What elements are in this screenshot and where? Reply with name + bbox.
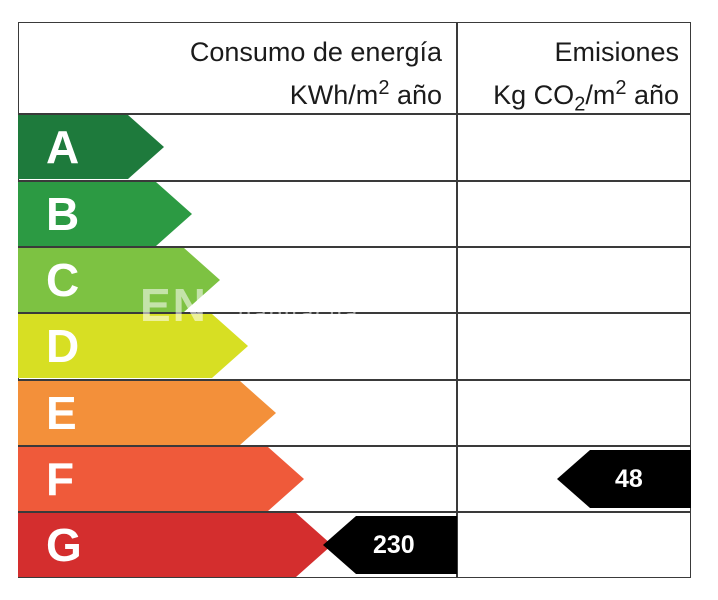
emissions-header-title: Emisiones	[554, 37, 679, 67]
emissions-value: 48	[615, 465, 643, 493]
energy-marker-arrow	[323, 516, 457, 574]
rating-letter-d: D	[46, 320, 80, 372]
rating-letter-a: A	[46, 121, 80, 173]
emissions-marker-arrow	[557, 450, 691, 508]
energy-header-unit: KWh/m2 año	[289, 77, 442, 110]
row-divider	[18, 379, 691, 381]
rating-bar-a: A	[18, 115, 164, 179]
energy-value: 230	[373, 531, 415, 559]
rating-letter-b: B	[46, 188, 80, 240]
rating-bar-f: F	[18, 447, 304, 511]
rating-bar-c: C	[18, 248, 220, 312]
rating-bar-g: G	[18, 513, 332, 577]
row-divider	[18, 511, 691, 513]
rating-letter-g: G	[46, 519, 82, 571]
emissions-header: Emisiones Kg CO2/m2 año	[462, 34, 679, 122]
rating-letter-f: F	[46, 453, 75, 505]
emissions-value-marker: 48	[557, 450, 691, 513]
row-divider	[18, 180, 691, 182]
rating-bar-b: B	[18, 182, 192, 246]
energy-header-title: Consumo de energía	[189, 37, 442, 67]
column-divider	[456, 22, 458, 578]
row-divider	[18, 312, 691, 314]
rating-letter-e: E	[46, 387, 77, 439]
rating-bar-e: E	[18, 381, 276, 445]
header-divider	[18, 113, 691, 115]
watermark: EN habitaclia	[140, 279, 360, 331]
energy-header: Consumo de energía KWh/m2 año	[150, 34, 442, 113]
rating-bar-d: D	[18, 314, 248, 378]
emissions-header-unit: Kg CO2/m2 año	[493, 77, 679, 116]
rating-letter-c: C	[46, 254, 80, 306]
row-divider	[18, 246, 691, 248]
row-divider	[18, 445, 691, 447]
energy-value-marker: 230	[323, 516, 457, 579]
